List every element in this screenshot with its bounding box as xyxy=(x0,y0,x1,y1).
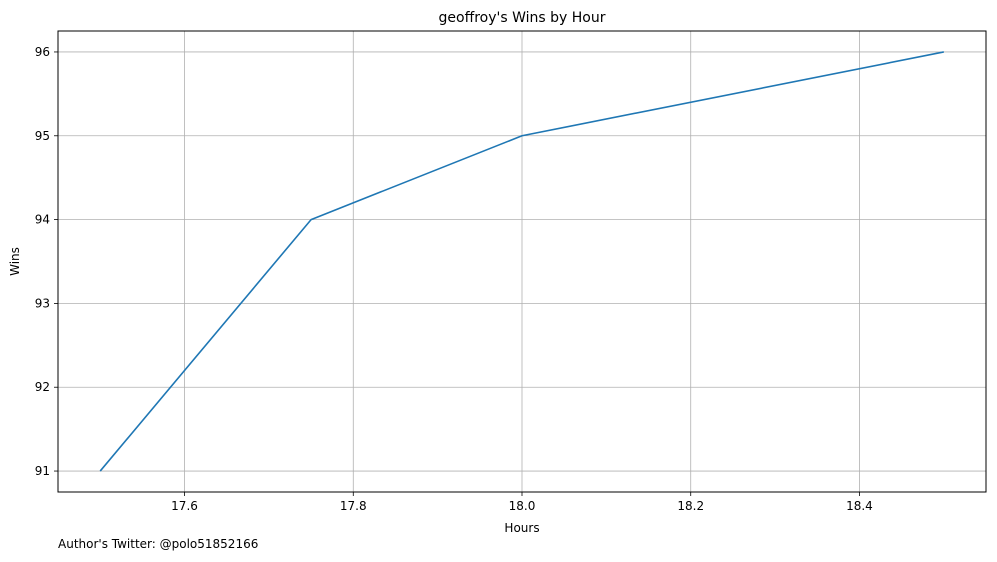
x-tick-label: 18.2 xyxy=(677,499,704,513)
axis-ticks: 17.6 17.8 18.0 18.2 18.4 91 92 93 94 95 96 xyxy=(35,45,873,513)
series-line xyxy=(99,51,944,472)
x-axis-label: Hours xyxy=(504,521,539,535)
x-tick-label: 18.4 xyxy=(846,499,873,513)
y-tick-label: 91 xyxy=(35,464,50,478)
x-tick-label: 17.8 xyxy=(340,499,367,513)
y-axis-label: Wins xyxy=(8,247,22,276)
y-tick-label: 93 xyxy=(35,296,50,310)
author-credit: Author's Twitter: @polo51852166 xyxy=(58,537,259,551)
y-tick-label: 96 xyxy=(35,45,50,59)
x-tick-label: 17.6 xyxy=(171,499,198,513)
grid-lines xyxy=(58,31,986,492)
y-tick-label: 95 xyxy=(35,129,50,143)
x-tick-label: 18.0 xyxy=(509,499,536,513)
y-tick-label: 92 xyxy=(35,380,50,394)
y-tick-label: 94 xyxy=(35,213,50,227)
series-layer xyxy=(99,51,944,472)
chart-title: geoffroy's Wins by Hour xyxy=(439,10,606,26)
